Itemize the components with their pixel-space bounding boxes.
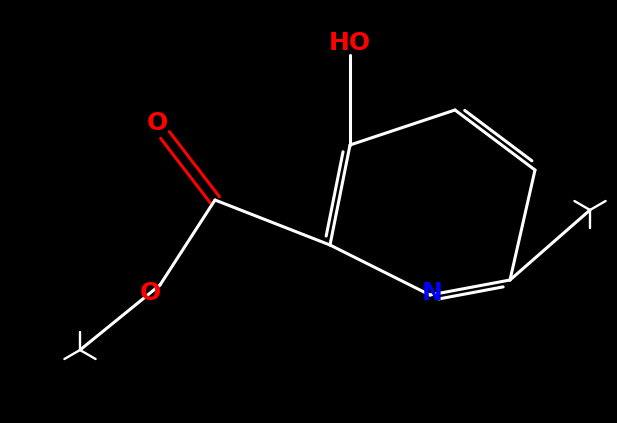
Text: N: N xyxy=(421,281,442,305)
Text: O: O xyxy=(139,281,160,305)
Text: O: O xyxy=(146,111,168,135)
Text: HO: HO xyxy=(329,31,371,55)
